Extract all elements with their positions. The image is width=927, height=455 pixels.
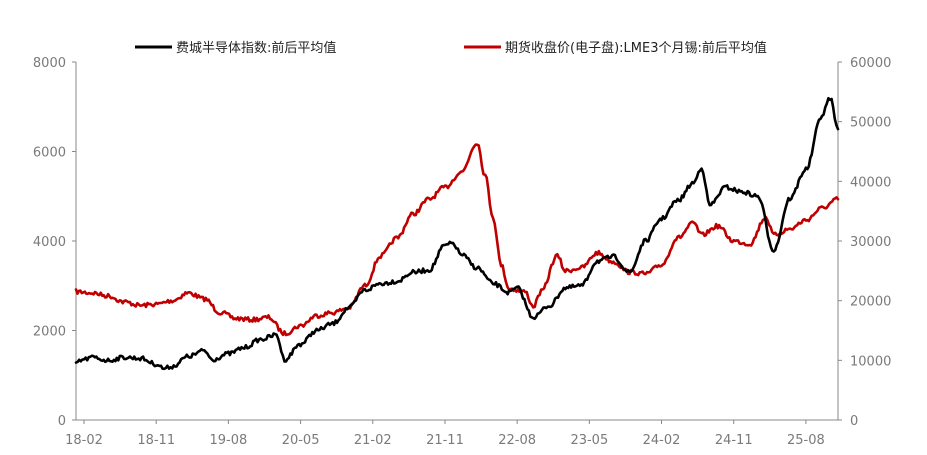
x-tick-label: 24-02	[643, 433, 681, 448]
left-tick-label: 4000	[33, 235, 66, 250]
right-tick-label: 60000	[850, 56, 891, 71]
axes: 0 2000 4000 6000 8000 0 10000 20000 30000 40000 50…	[33, 56, 891, 448]
x-tick-label: 25-08	[787, 433, 825, 448]
left-tick-label: 8000	[33, 56, 66, 71]
legend: 费城半导体指数:前后平均值 期货收盘价(电子盘):LME3个月锡:前后平均值	[135, 40, 767, 56]
series-line-semiconductor	[74, 96, 840, 371]
x-tick-label: 19-08	[210, 433, 248, 448]
right-tick-label: 10000	[850, 354, 891, 369]
legend-label-tin: 期货收盘价(电子盘):LME3个月锡:前后平均值	[505, 40, 767, 56]
right-tick-label: 40000	[850, 175, 891, 190]
x-tick-label: 20-05	[282, 433, 320, 448]
right-tick-label: 20000	[850, 295, 891, 310]
x-tick-label: 22-08	[498, 433, 536, 448]
x-tick-label: 24-11	[715, 433, 753, 448]
x-tick-label: 21-11	[426, 433, 464, 448]
series-layer	[74, 96, 840, 371]
legend-label-semiconductor: 费城半导体指数:前后平均值	[176, 40, 336, 56]
left-tick-label: 0	[58, 414, 66, 429]
x-tick-label: 18-11	[137, 433, 175, 448]
x-tick-label: 21-02	[354, 433, 392, 448]
left-tick-label: 6000	[33, 146, 66, 161]
x-tick-label: 18-02	[65, 433, 103, 448]
right-tick-label: 30000	[850, 235, 891, 250]
left-tick-label: 2000	[33, 325, 66, 340]
x-tick-label: 23-05	[570, 433, 608, 448]
series-line-tin	[74, 143, 840, 337]
right-tick-label: 0	[850, 414, 858, 429]
right-tick-label: 50000	[850, 116, 891, 131]
